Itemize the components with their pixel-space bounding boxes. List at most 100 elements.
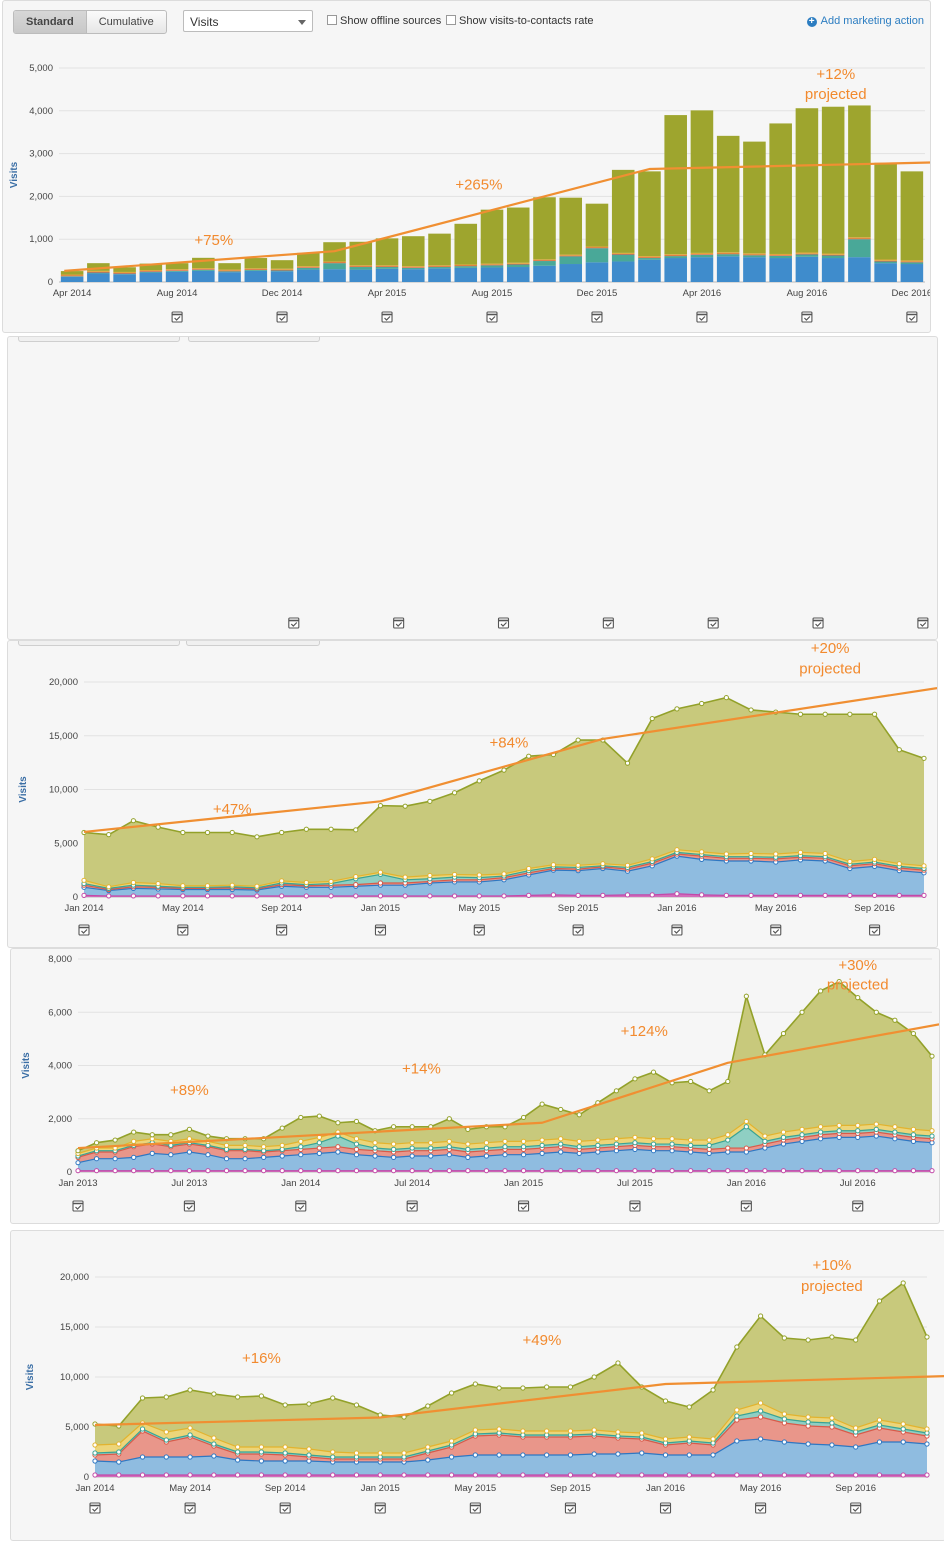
data-point <box>520 1428 526 1434</box>
x-tick-label: Sep 2014 <box>261 903 302 914</box>
data-point <box>131 1138 137 1144</box>
bar-segment <box>821 258 845 282</box>
bar-segment <box>401 267 425 270</box>
data-point <box>734 1407 740 1413</box>
data-point <box>211 1435 217 1441</box>
data-point <box>258 1449 264 1455</box>
calendar-check <box>871 929 879 934</box>
standard-button[interactable]: Standard <box>14 11 87 33</box>
data-point <box>496 1385 502 1391</box>
offline-sources-checkbox[interactable]: Show offline sources <box>327 15 441 27</box>
data-point <box>624 892 631 898</box>
data-point <box>425 1457 431 1463</box>
data-point <box>725 1132 731 1138</box>
bar-segment <box>297 252 320 267</box>
calendar-body <box>89 1502 101 1514</box>
bar-segment <box>769 255 792 259</box>
data-point <box>743 1118 749 1125</box>
data-point <box>662 1398 669 1404</box>
data-point <box>781 1472 787 1478</box>
data-point <box>822 711 828 717</box>
data-point <box>855 1128 861 1134</box>
data-point <box>799 1132 805 1138</box>
data-point <box>328 893 334 899</box>
chart-4-svg: 0 2,000 4,000 6,000 8,000 Visits +89% +14% +124%… <box>21 954 939 1212</box>
x-tick-label: Aug 2016 <box>787 288 828 299</box>
y-axis-title: Visits <box>9 161 20 188</box>
calendar-check-icon <box>812 617 824 629</box>
data-point <box>377 893 384 899</box>
y-tick-label: 15,000 <box>49 731 78 742</box>
data-point <box>446 1168 452 1174</box>
data-point <box>330 1472 336 1478</box>
calendar-check-icon <box>171 311 183 323</box>
bar-segment <box>244 270 268 282</box>
data-point <box>155 824 161 830</box>
data-point <box>446 1144 452 1150</box>
data-point <box>873 1121 879 1127</box>
data-point <box>669 1141 675 1147</box>
calendar-body <box>812 617 824 629</box>
data-point <box>669 1136 675 1142</box>
data-point <box>558 1136 564 1142</box>
calendar-check <box>179 929 187 934</box>
data-point <box>472 1381 478 1387</box>
data-point <box>892 1168 898 1174</box>
growth-annotation: +10% <box>813 1257 852 1274</box>
data-point <box>855 1168 861 1174</box>
data-point <box>567 1472 574 1478</box>
bar-segment <box>795 254 819 257</box>
data-point <box>242 1156 248 1162</box>
cumulative-button[interactable]: Cumulative <box>98 16 154 28</box>
bar-segment <box>690 252 714 255</box>
visits-rate-checkbox[interactable]: Show visits-to-contacts rate <box>446 15 594 27</box>
bar-segment <box>506 267 530 282</box>
calendar-body <box>869 924 881 936</box>
data-point <box>211 1441 217 1447</box>
bar-segment <box>375 268 399 282</box>
add-marketing-action-label: Add marketing action <box>820 15 924 27</box>
data-point <box>575 892 581 898</box>
data-point <box>723 851 729 857</box>
bar-segment <box>664 255 687 257</box>
data-point <box>924 1472 930 1478</box>
data-point <box>187 1454 193 1460</box>
data-point <box>451 893 458 899</box>
bar-segment <box>533 261 556 266</box>
data-point <box>235 1444 241 1450</box>
bar-segment <box>716 135 740 253</box>
data-point <box>847 858 853 865</box>
data-point <box>316 1168 322 1174</box>
data-point <box>674 706 680 712</box>
bar-segment <box>821 106 845 254</box>
bar-segment <box>559 255 583 257</box>
data-point <box>725 1078 731 1085</box>
x-tick-label: Sep 2015 <box>550 1483 591 1494</box>
calendar-check-icon <box>473 924 485 936</box>
growth-annotation: +20% <box>811 641 850 657</box>
data-point <box>669 1168 675 1174</box>
data-point <box>910 1132 917 1138</box>
data-point <box>836 979 842 985</box>
bar-segment <box>323 263 346 270</box>
toolbar-stub <box>18 641 180 646</box>
area-band <box>95 1417 927 1462</box>
data-point <box>567 1452 574 1458</box>
add-marketing-action-link[interactable]: + Add marketing action <box>806 15 924 27</box>
data-point <box>476 778 482 784</box>
data-point <box>235 1449 241 1455</box>
data-point <box>674 891 680 897</box>
area-band <box>95 1283 927 1453</box>
bar-segment <box>874 261 897 264</box>
data-point <box>836 1168 842 1174</box>
calendar-check-icon <box>572 924 584 936</box>
calendar-check <box>919 622 927 627</box>
metric-select[interactable]: Visits <box>183 10 313 32</box>
data-point <box>734 1413 740 1419</box>
data-point <box>205 1133 211 1139</box>
data-point <box>876 1417 883 1423</box>
bar-segment <box>874 259 897 261</box>
data-point <box>520 1472 526 1478</box>
data-point <box>465 1146 471 1152</box>
data-point <box>298 1152 304 1158</box>
